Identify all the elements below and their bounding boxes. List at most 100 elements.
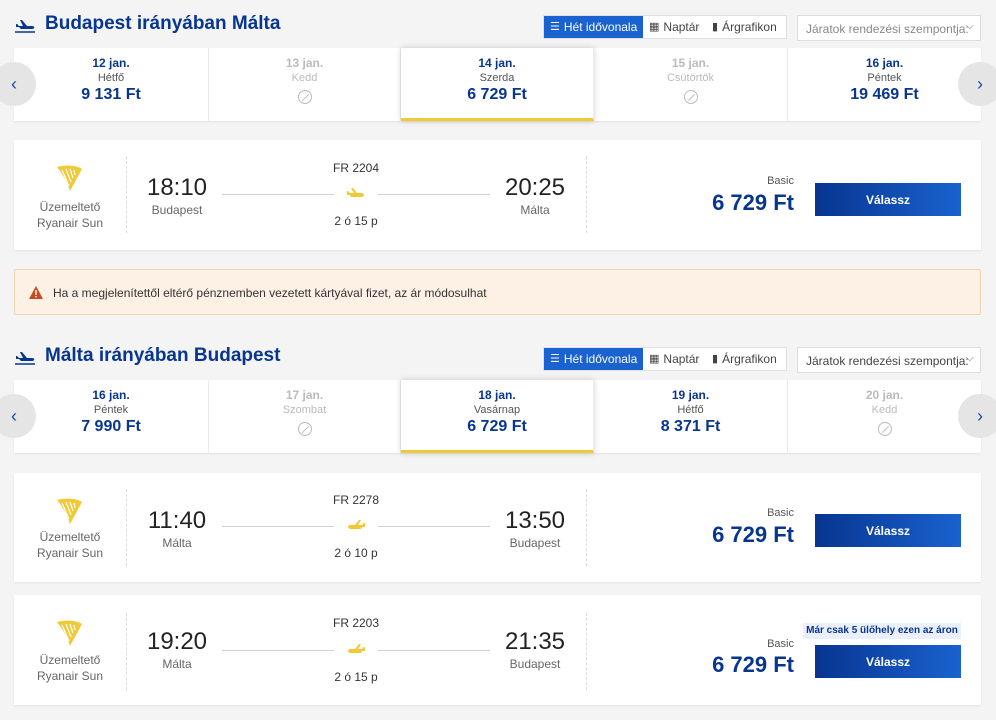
plane-icon [15,20,35,33]
fare-type: Basic [767,507,794,519]
tab-label: Naptár [663,20,700,34]
date-label: 16 jan. [92,388,130,402]
date-cell[interactable]: 19 jan. Hétfő 8 371 Ft [594,380,788,453]
date-cell: 20 jan. Kedd [788,380,981,453]
warning-text: Ha a megjelenítettől eltérő pénznemben v… [53,286,487,300]
sort-select[interactable]: Járatok rendezési szempontja: ⌵ [797,15,981,41]
select-flight-button[interactable]: Válassz [815,183,961,216]
divider [126,489,127,566]
fare-type: Basic [767,175,794,187]
bar-chart-icon: ▮ [712,20,719,33]
date-price: 6 729 Ft [467,418,527,435]
tab-price-chart[interactable]: ▮ Árgrafikon [706,16,786,38]
date-price: 19 469 Ft [850,86,919,103]
arrival-time: 21:35 [504,628,566,655]
operator-name: Ryanair Sun [36,546,104,560]
chevron-right-icon: › [977,405,983,426]
date-price: 7 990 Ft [81,418,141,435]
day-label: Péntek [93,404,129,416]
date-label: 15 jan. [671,56,710,70]
divider [126,613,127,690]
date-price: 8 371 Ft [660,418,721,435]
inbound-date-strip: ‹ 16 jan. Péntek 7 990 Ft 17 jan. Szomba… [0,380,996,453]
operator-label: Üzemeltető [39,200,101,214]
view-toggle: ☰ Hét idővonala ▦ Naptár ▮ Árgrafikon [543,347,787,371]
flight-card[interactable]: Üzemeltető Ryanair Sun 18:10 Budapest FR… [14,140,981,250]
select-flight-button[interactable]: Válassz [815,514,961,547]
prev-week-button[interactable]: ‹ [0,62,36,106]
tab-price-chart[interactable]: ▮ Árgrafikon [706,348,786,370]
operator-label: Üzemeltető [39,653,101,667]
date-price: 9 131 Ft [81,86,141,103]
next-week-button[interactable]: › [958,62,996,106]
date-cell[interactable]: 16 jan. Péntek 7 990 Ft [14,380,209,453]
seats-left-badge: Már csak 5 ülőhely ezen az áron [803,623,961,639]
tab-calendar[interactable]: ▦ Naptár [643,16,706,38]
divider [586,613,587,690]
sort-placeholder: Járatok rendezési szempontja: [806,22,969,36]
flight-number: FR 2203 [332,616,380,630]
tab-week-timeline[interactable]: ☰ Hét idővonala [544,348,643,370]
operator-label: Üzemeltető [39,530,101,544]
route-line [378,194,490,195]
flight-number: FR 2204 [332,161,380,175]
flight-duration: 2 ó 10 p [334,546,378,560]
fare-type: Basic [767,638,794,650]
date-label: 13 jan. [285,56,324,70]
view-toggle: ☰ Hét idővonala ▦ Naptár ▮ Árgrafikon [543,15,787,39]
tab-label: Hét idővonala [563,352,638,366]
currency-warning: Ha a megjelenítettől eltérő pénznemben v… [14,269,981,315]
date-label: 19 jan. [671,388,710,402]
inbound-title: Málta irányában Budapest [45,345,281,366]
list-icon: ☰ [550,20,560,33]
flight-duration: 2 ó 15 p [334,214,378,228]
date-cell-selected[interactable]: 14 jan. Szerda 6 729 Ft [401,48,594,121]
departure-city: Budapest [151,203,203,217]
plane-icon [15,352,35,365]
date-price: 6 729 Ft [467,86,527,103]
route-line [378,650,490,651]
list-icon: ☰ [550,352,560,365]
date-cell[interactable]: 12 jan. Hétfő 9 131 Ft [14,48,209,121]
date-cell-selected[interactable]: 18 jan. Vasárnap 6 729 Ft [401,380,594,453]
plane-icon [347,188,364,197]
day-label: Hétfő [677,404,704,416]
flight-card[interactable]: Üzemeltető Ryanair Sun 11:40 Málta FR 22… [14,473,981,582]
day-label: Hétfő [97,72,125,84]
tab-label: Árgrafikon [722,352,777,366]
prev-week-button[interactable]: ‹ [0,394,36,438]
day-label: Péntek [867,72,902,84]
tab-week-timeline[interactable]: ☰ Hét idővonala [544,16,643,38]
divider [126,156,127,233]
day-label: Kedd [871,404,898,416]
departure-time: 11:40 [147,507,207,534]
outbound-title: Budapest irányában Málta [45,13,281,34]
chevron-down-icon: ⌵ [965,20,974,32]
chevron-down-icon: ⌵ [965,352,974,364]
select-flight-button[interactable]: Válassz [815,645,961,678]
route-line [222,650,334,651]
departure-city: Málta [162,657,192,671]
next-week-button[interactable]: › [958,394,996,438]
chevron-left-icon: ‹ [11,405,17,426]
warning-icon [29,286,43,299]
fare-price: 6 729 Ft [712,522,794,547]
arrival-city: Budapest [509,536,561,550]
arrival-city: Málta [520,203,550,217]
date-label: 17 jan. [285,388,324,402]
date-cell[interactable]: 16 jan. Péntek 19 469 Ft [788,48,981,121]
flight-card[interactable]: Üzemeltető Ryanair Sun 19:20 Málta FR 22… [14,595,981,705]
fare-price: 6 729 Ft [712,190,794,215]
plane-icon [348,644,365,653]
outbound-date-strip: ‹ 12 jan. Hétfő 9 131 Ft 13 jan. Kedd 14… [0,48,996,121]
ryanair-harp-logo [57,165,82,191]
day-label: Csütörtök [666,72,715,84]
tab-label: Árgrafikon [722,20,777,34]
day-label: Szerda [479,72,515,84]
operator-name: Ryanair Sun [36,216,104,230]
flight-duration: 2 ó 15 p [334,670,378,684]
tab-calendar[interactable]: ▦ Naptár [643,348,706,370]
no-flight-icon [297,422,312,436]
sort-select[interactable]: Járatok rendezési szempontja: ⌵ [797,347,981,373]
outbound-header: Budapest irányában Málta ☰ Hét idővonala… [0,10,996,44]
